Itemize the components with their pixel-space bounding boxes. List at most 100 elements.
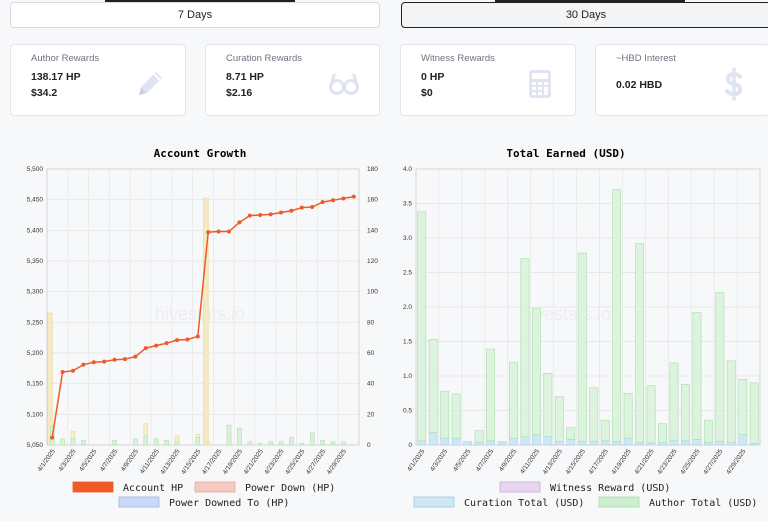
point-account-hp [258,213,263,217]
account-growth-chart: Account Growthhivestats.io5,0505,1005,15… [0,145,384,521]
legend-label: Curation Total (USD) [464,498,584,509]
tab-7-days[interactable]: 7 Days [10,2,380,28]
card-value-hp: 0 HP [421,71,445,83]
bar-author-total [509,361,518,439]
bar-author-total [566,427,576,440]
x-tick-label: 4/17/2025 [201,448,224,476]
point-account-hp [60,370,65,375]
x-tick-label: 4/23/2025 [263,448,286,476]
bar-author-total [451,393,461,439]
bar-author-total [589,387,599,442]
bar-author-total [520,258,530,438]
x-tick-label: 4/5/2025 [452,448,472,473]
bar-series-extra [268,441,273,446]
point-account-hp [175,338,179,343]
bar-power-down [47,312,53,446]
bar-curation-total [738,434,748,446]
y-left-tick-label: 5,350 [27,258,44,265]
tab-30-days[interactable]: 30 Days [401,2,768,28]
bar-series-extra [81,440,86,446]
x-tick-label: 4/15/2025 [565,448,588,476]
card-value-usd: $0 [421,87,433,99]
bar-curation-total [646,442,656,446]
bar-author-total [715,292,725,442]
bar-series-extra [174,441,180,446]
bar-author-total [531,308,541,435]
point-account-hp [289,208,294,213]
bar-series-extra [112,440,117,446]
bar-author-total [749,382,759,444]
total-earned-svg: Total Earned (USD) hivestats.io 0 0.5 1.0 1.5… [403,147,761,509]
y-left-tick-label: 5,300 [27,289,44,296]
bar-author-total [474,430,484,443]
point-account-hp [133,354,138,359]
bar-curation-total [520,436,530,446]
bar-series-extra [195,437,201,446]
bar-series-extra [320,440,325,446]
bar-series-extra [143,435,149,446]
card-label: Curation Rewards [226,53,303,64]
bar-curation-total [577,441,587,446]
bar-curation-total [612,441,622,446]
bar-series-extra [330,441,336,446]
point-account-hp [310,205,315,210]
y-right-tick-label: 180 [367,166,378,173]
bar-author-total [658,423,667,443]
bar-curation-total [589,441,599,446]
y-left-tick-label: 5,150 [27,381,44,388]
bar-author-total [681,383,690,442]
point-account-hp [91,360,96,365]
bar-series-extra [247,441,253,446]
legend-swatch [118,496,160,508]
point-account-hp [331,198,335,203]
bar-series-extra [237,427,242,446]
x-tick-label: 4/19/2025 [610,448,633,476]
bar-curation-total [704,441,713,446]
x-tick-label: 4/7/2025 [99,448,119,473]
x-tick-label: 4/23/2025 [656,448,679,476]
bar-author-total [428,339,438,433]
x-tick-label: 4/7/2025 [475,448,495,473]
bar-series-extra [153,438,159,446]
card-value-hbd: 0.02 HBD [616,79,663,91]
point-account-hp [299,205,304,210]
bar-power-down [203,197,209,446]
y-tick-label: 0 [408,442,412,449]
x-tick-label: 4/11/2025 [519,448,541,476]
x-tick-label: 4/9/2025 [120,448,140,473]
bar-curation-total [463,441,472,446]
bar-curation-total [486,440,495,446]
legend-label: Power Down (HP) [245,483,335,494]
bar-curation-total [692,439,702,446]
account-growth-svg: Account Growthhivestats.io5,0505,1005,15… [27,147,379,509]
x-tick-label: 4/3/2025 [57,448,77,473]
point-account-hp [206,230,211,235]
y-tick-label: 2.5 [403,270,412,277]
y-tick-label: 1.5 [403,339,412,346]
bar-series-extra [226,424,232,446]
bar-author-total [623,392,633,439]
x-tick-label: 4/21/2025 [243,448,266,476]
point-account-hp [164,341,169,346]
bar-curation-total [509,437,518,446]
x-tick-label: 4/5/2025 [78,448,98,473]
chart-title: Account Growth [154,147,247,160]
legend-label: Author Total (USD) [649,498,757,509]
watermark-text: hivestats.io [521,304,611,324]
point-account-hp [123,357,127,362]
point-account-hp [195,334,200,339]
pencil-icon [139,72,162,95]
chart-title: Total Earned (USD) [506,147,625,160]
point-account-hp [71,368,75,373]
bar-author-total [554,396,564,442]
x-tick-label: 4/29/2025 [326,448,349,476]
y-right-tick-label: 80 [367,319,375,326]
bar-author-total [486,348,495,442]
point-account-hp [112,357,117,362]
tab-top-border [495,0,685,2]
x-tick-label: 4/25/2025 [284,448,307,476]
point-account-hp [81,362,86,367]
bar-curation-total [428,432,438,446]
bar-curation-total [543,436,553,446]
point-account-hp [216,229,221,234]
